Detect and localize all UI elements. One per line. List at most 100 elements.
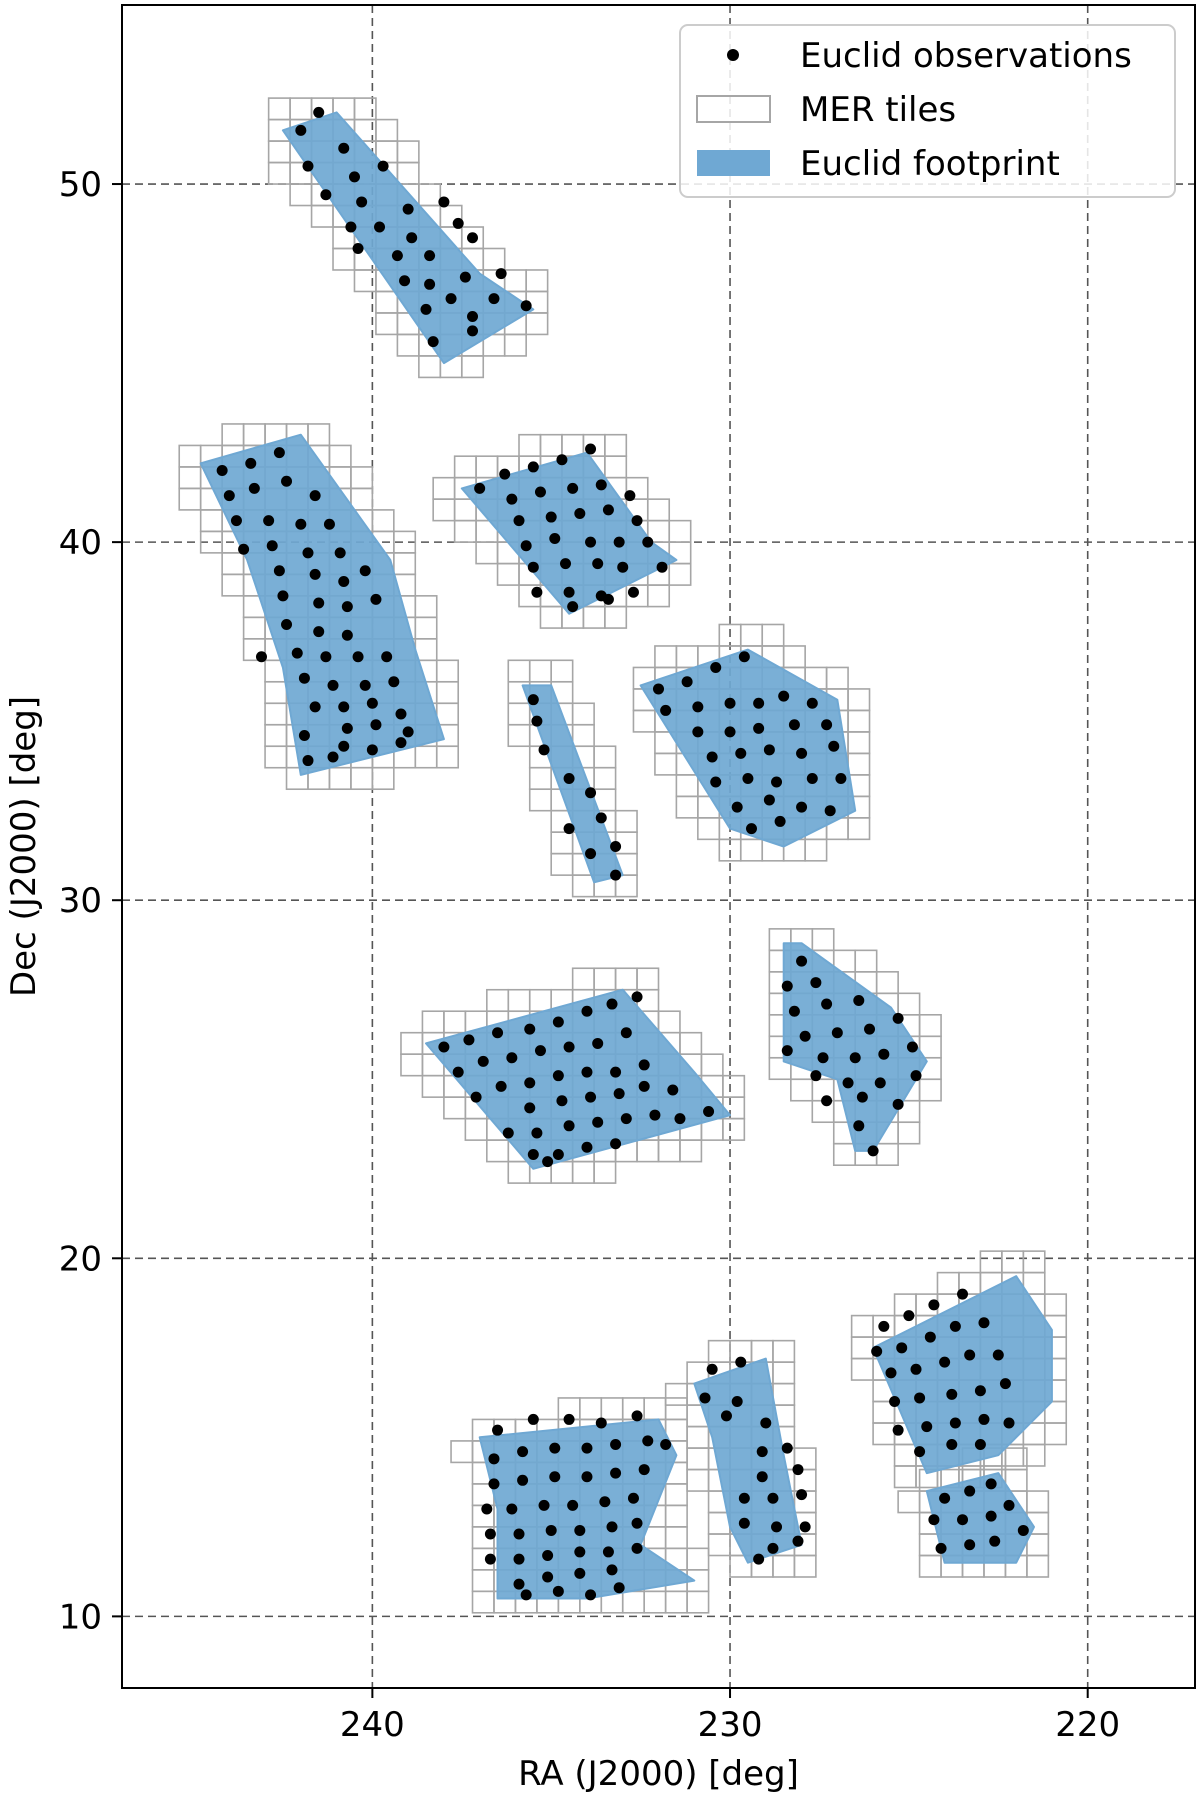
observation-point <box>896 1342 908 1354</box>
observation-point <box>946 1388 958 1400</box>
observation-point <box>585 536 597 548</box>
footprint-region <box>478 1418 696 1600</box>
observation-point <box>352 651 364 663</box>
observation-point <box>563 586 575 598</box>
observation-point <box>291 647 303 659</box>
observation-point <box>928 1514 940 1526</box>
observation-point <box>520 540 532 552</box>
mer-tile <box>936 1271 960 1295</box>
observation-point <box>731 801 743 813</box>
observation-point <box>395 708 407 720</box>
observation-point <box>538 744 550 756</box>
observation-point <box>602 1546 614 1558</box>
observation-point <box>974 1385 986 1397</box>
observation-point <box>527 561 539 573</box>
observation-point <box>692 701 704 713</box>
observation-point <box>756 1471 768 1483</box>
observation-point <box>842 1077 854 1089</box>
observation-point <box>567 482 579 494</box>
observation-point <box>320 651 332 663</box>
observation-point <box>499 468 511 480</box>
observation-point <box>313 626 325 638</box>
observation-point <box>492 1424 504 1436</box>
observation-point <box>581 1442 593 1454</box>
observation-point <box>642 1435 654 1447</box>
y-axis-ticks: 10 20 30 40 50 <box>59 165 122 1637</box>
observation-point <box>613 1582 625 1594</box>
axes-frame <box>121 4 1196 1689</box>
x-axis-ticks: 240 230 220 <box>340 1688 1120 1745</box>
observation-point <box>534 1045 546 1057</box>
observation-point <box>323 518 335 530</box>
legend: Euclid observations MER tiles Euclid foo… <box>679 24 1176 198</box>
observation-point <box>610 869 622 881</box>
observation-point <box>477 1055 489 1067</box>
mer-tile <box>450 1440 474 1464</box>
observation-point <box>542 1156 554 1168</box>
observation-point <box>327 679 339 691</box>
observation-point <box>1003 1499 1015 1511</box>
observation-point <box>731 1396 743 1408</box>
observation-point <box>320 189 332 201</box>
observation-point <box>892 1424 904 1436</box>
observation-point <box>627 1492 639 1504</box>
mer-tile <box>421 1010 445 1034</box>
observation-point <box>527 1413 539 1425</box>
observation-point <box>610 1467 622 1479</box>
observation-point <box>238 543 250 555</box>
observation-point <box>381 651 393 663</box>
observation-point <box>402 203 414 215</box>
observation-point <box>520 1589 532 1601</box>
observation-point <box>631 991 643 1003</box>
mer-tile <box>664 1382 688 1406</box>
observation-point <box>492 1027 504 1039</box>
observation-point <box>706 751 718 763</box>
observation-point <box>964 1485 976 1497</box>
observation-point <box>338 740 350 752</box>
observation-point <box>513 515 525 527</box>
footprint-region <box>521 684 624 884</box>
mer-tile <box>707 1339 731 1363</box>
observation-point <box>710 776 722 788</box>
observation-point <box>910 1363 922 1375</box>
observation-point <box>849 1052 861 1064</box>
observation-point <box>374 221 386 233</box>
observation-point <box>467 311 479 323</box>
observation-point <box>506 1503 518 1515</box>
observation-point <box>488 293 500 305</box>
observation-point <box>810 977 822 989</box>
observation-point <box>338 701 350 713</box>
observation-point <box>742 772 754 784</box>
observation-point <box>974 1439 986 1451</box>
observation-point <box>606 998 618 1010</box>
legend-marker-observations <box>727 49 739 61</box>
observation-point <box>763 744 775 756</box>
observation-point <box>263 515 275 527</box>
x-tick-label: 230 <box>698 1705 763 1745</box>
observation-point <box>781 1045 793 1057</box>
observation-point <box>531 586 543 598</box>
observation-point <box>914 1446 926 1458</box>
observation-point <box>810 1070 822 1082</box>
observation-point <box>549 1471 561 1483</box>
observation-point <box>760 1417 772 1429</box>
observation-point <box>792 1535 804 1547</box>
observation-point <box>653 683 664 695</box>
observation-point <box>534 486 546 498</box>
observation-point <box>660 704 672 716</box>
plot-frame <box>121 4 1196 1689</box>
observation-point <box>574 1524 586 1536</box>
observation-point <box>470 1091 482 1103</box>
observation-point <box>703 1105 715 1117</box>
mer-tile <box>432 476 456 500</box>
observation-point <box>620 1113 632 1125</box>
observation-point <box>602 593 614 605</box>
observation-point <box>334 547 346 559</box>
mer-tile <box>486 988 510 1013</box>
observation-point <box>796 955 808 967</box>
observation-point <box>474 482 486 494</box>
observation-point <box>853 994 865 1006</box>
observation-point <box>538 1499 550 1511</box>
observation-point <box>667 1084 679 1096</box>
